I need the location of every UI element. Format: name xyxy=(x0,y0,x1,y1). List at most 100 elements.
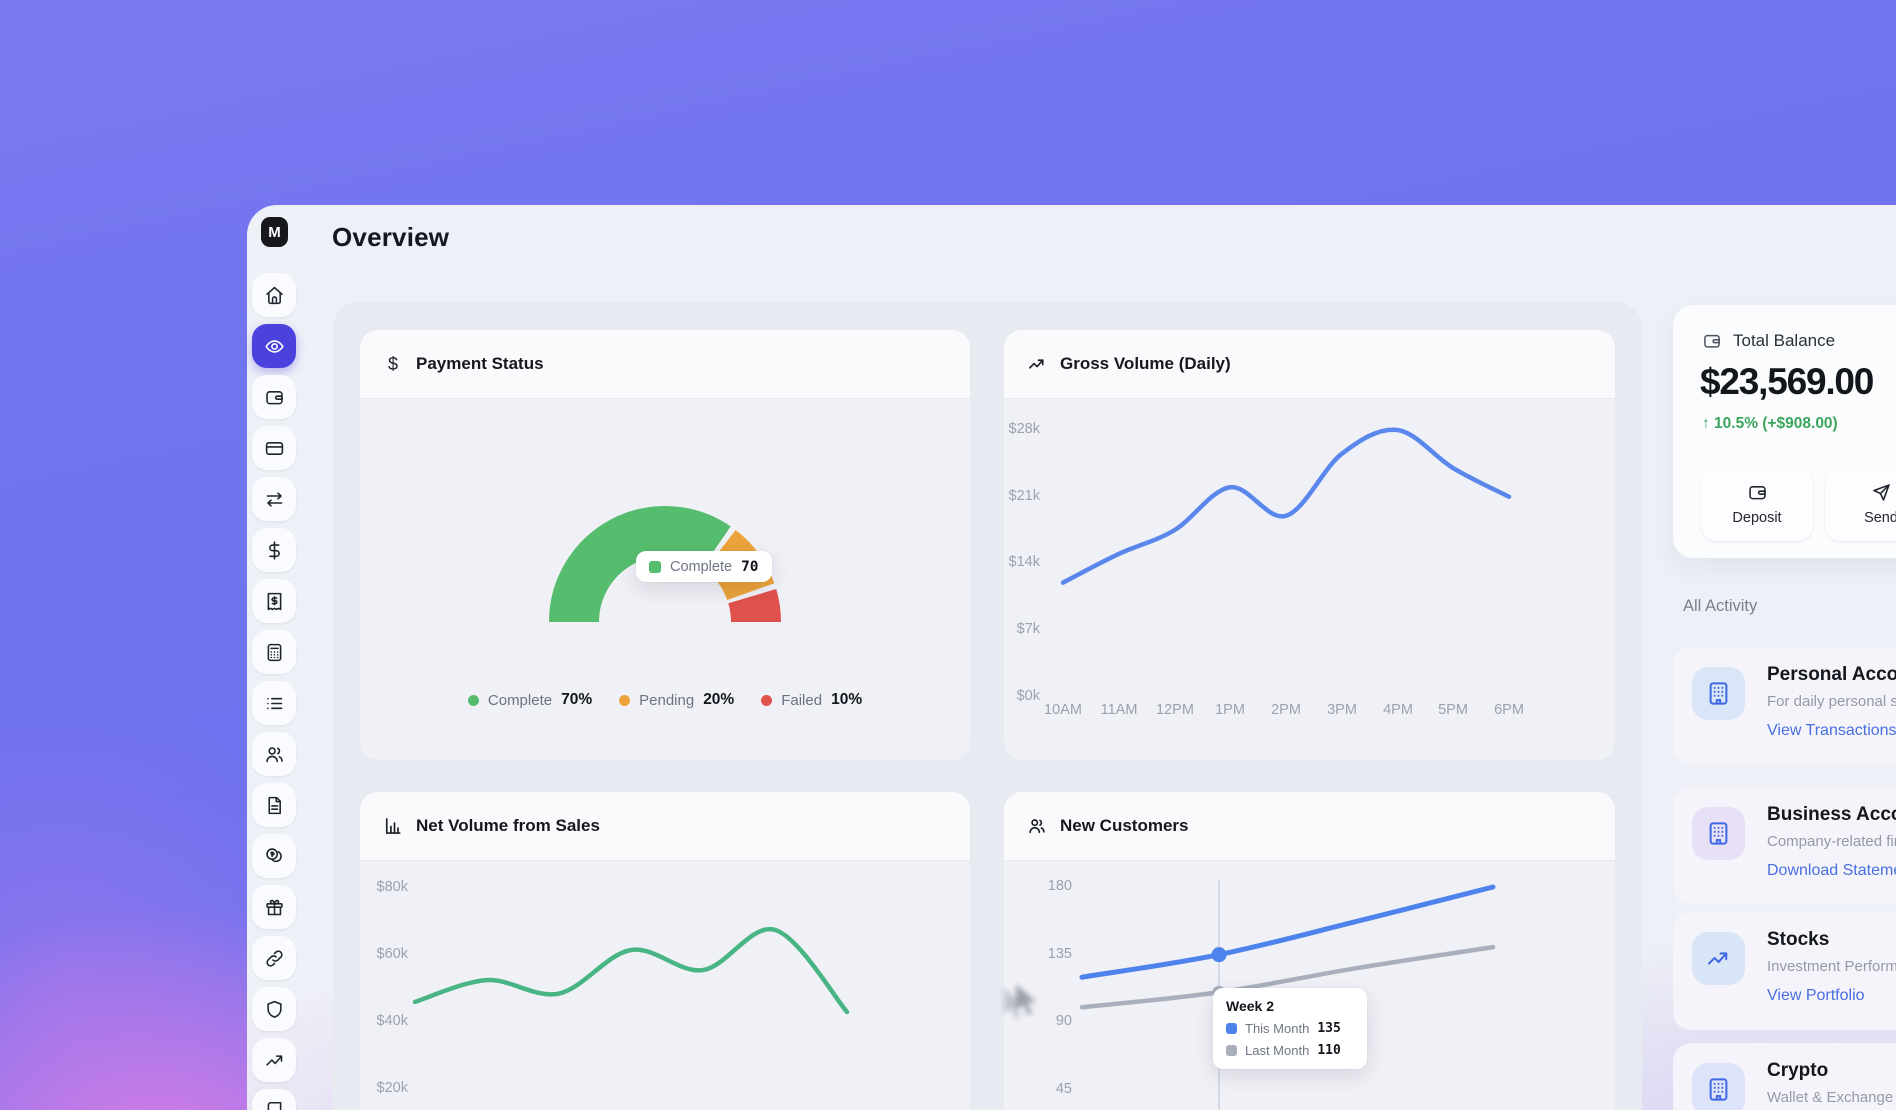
payment-legend: Complete 70% Pending 20% Failed 10% xyxy=(360,691,970,709)
trending-up-icon xyxy=(265,1054,282,1066)
x-tick: 5PM xyxy=(1438,702,1468,718)
page-title: Overview xyxy=(332,222,450,252)
app-logo[interactable]: M xyxy=(261,217,288,247)
sidebar-item-receipts[interactable] xyxy=(252,579,296,623)
send-button[interactable]: Send xyxy=(1825,467,1896,541)
activity-subtitle: For daily personal spending xyxy=(1767,693,1896,710)
x-tick: 2PM xyxy=(1271,702,1301,718)
mouse-cursor xyxy=(1004,984,1037,1019)
card-title: New Customers xyxy=(1060,816,1189,835)
activity-title: Stocks xyxy=(1767,929,1830,950)
app-logo-letter: M xyxy=(268,223,281,241)
balance-amount: $23,569.00 xyxy=(1700,361,1874,402)
x-tick: 3PM xyxy=(1327,702,1357,718)
x-tick: 4PM xyxy=(1383,702,1413,718)
trending-up-icon xyxy=(1707,952,1728,965)
card-title: Payment Status xyxy=(416,354,544,373)
sidebar-item-wallet[interactable] xyxy=(252,375,296,419)
eye-icon xyxy=(264,339,284,353)
sidebar-item-analytics[interactable] xyxy=(252,1038,296,1082)
activity-item-stocks[interactable]: Stocks Investment Performance View Portf… xyxy=(1673,912,1896,1030)
tooltip-value: 110 xyxy=(1317,1043,1341,1058)
building-icon xyxy=(1709,1078,1728,1101)
y-tick: $40k xyxy=(376,1013,408,1029)
coins-icon xyxy=(265,847,282,862)
activity-title: Crypto xyxy=(1767,1060,1829,1081)
all-activity-heading: All Activity xyxy=(1683,597,1758,615)
net-volume-header: Net Volume from Sales xyxy=(360,792,970,861)
balance-label: Total Balance xyxy=(1733,331,1836,350)
sidebar-item-coins[interactable] xyxy=(252,834,296,878)
sidebar-item-docs[interactable] xyxy=(252,1089,296,1110)
send-label: Send xyxy=(1864,510,1896,526)
tooltip-swatch xyxy=(1226,1045,1237,1056)
tooltip-label: This Month xyxy=(1245,1021,1310,1036)
x-tick: 11AM xyxy=(1100,702,1138,718)
users-icon xyxy=(265,746,283,762)
y-tick: $80k xyxy=(376,879,408,895)
sidebar-item-home[interactable] xyxy=(252,273,296,317)
deposit-label: Deposit xyxy=(1732,510,1782,526)
tooltip-swatch xyxy=(649,560,661,573)
shield-icon xyxy=(266,1000,282,1018)
new-customers-header: New Customers xyxy=(1004,792,1615,861)
tooltip-title: Week 2 xyxy=(1226,998,1274,1014)
balance-change: ↑ 10.5% (+$908.00) xyxy=(1702,415,1838,432)
activity-item-crypto[interactable]: Crypto Wallet & Exchange xyxy=(1673,1043,1896,1110)
y-tick: $14k xyxy=(1008,554,1040,570)
send-icon xyxy=(1872,484,1890,501)
sidebar-item-overview[interactable] xyxy=(252,324,296,368)
sidebar-item-calculator[interactable] xyxy=(252,630,296,674)
legend-dot xyxy=(761,694,773,706)
net-volume-card: Net Volume from Sales xyxy=(360,792,970,1110)
sidebar-item-customers[interactable] xyxy=(252,732,296,776)
total-balance-card: Total Balance $23,569.00 ↑ 10.5% (+$908.… xyxy=(1673,305,1896,558)
sidebar-item-transfers[interactable] xyxy=(252,477,296,521)
dollar-icon xyxy=(268,540,280,560)
trending-up-icon xyxy=(1027,354,1047,374)
sidebar-item-links[interactable] xyxy=(252,936,296,980)
y-tick: $7k xyxy=(1016,621,1040,637)
sidebar-item-rewards[interactable] xyxy=(252,885,296,929)
legend-value: 20% xyxy=(703,691,735,708)
activity-title: Personal Account xyxy=(1767,664,1896,685)
y-tick: 135 xyxy=(1047,946,1072,962)
legend-complete: Complete 70% xyxy=(467,691,593,709)
card-title: Net Volume from Sales xyxy=(416,816,600,835)
activity-item-personal[interactable]: Personal Account For daily personal spen… xyxy=(1673,647,1896,764)
sidebar-item-documents[interactable] xyxy=(252,783,296,827)
view-portfolio-link[interactable]: View Portfolio xyxy=(1767,987,1865,1004)
gross-volume-header: Gross Volume (Daily) xyxy=(1004,330,1615,399)
sidebar-item-list[interactable] xyxy=(252,681,296,725)
y-tick: $21k xyxy=(1008,488,1040,504)
gift-icon xyxy=(265,899,283,915)
view-transactions-link[interactable]: View Transactions xyxy=(1767,722,1896,739)
legend-value: 70% xyxy=(561,691,593,708)
tooltip-swatch xyxy=(1226,1023,1237,1034)
list-icon xyxy=(266,697,282,709)
sidebar-item-security[interactable] xyxy=(252,987,296,1031)
book-icon xyxy=(267,1101,281,1110)
deposit-button[interactable]: Deposit xyxy=(1701,467,1813,541)
activity-item-business[interactable]: Business Account Company-related finance… xyxy=(1673,787,1896,904)
x-tick: 6PM xyxy=(1494,702,1524,718)
calculator-icon xyxy=(267,643,281,661)
sidebar-item-payments[interactable] xyxy=(252,528,296,572)
legend-value: 10% xyxy=(831,691,863,708)
y-tick: $20k xyxy=(376,1080,408,1096)
y-tick: 180 xyxy=(1047,878,1072,894)
tooltip-value: 135 xyxy=(1317,1021,1341,1036)
sidebar-item-cards[interactable] xyxy=(252,426,296,470)
activity-title: Business Account xyxy=(1767,804,1896,825)
activity-subtitle: Company-related finances xyxy=(1767,833,1896,850)
tooltip-value: 70 xyxy=(741,558,759,575)
home-icon xyxy=(265,286,283,304)
gross-volume-card: Gross Volume (Daily) xyxy=(1004,330,1615,760)
gauge-tooltip: Complete 70 xyxy=(636,551,772,582)
x-tick: 10AM xyxy=(1044,702,1082,718)
building-icon xyxy=(1709,822,1728,845)
x-tick: 1PM xyxy=(1215,702,1245,718)
download-statements-link[interactable]: Download Statements xyxy=(1767,862,1896,879)
link-icon xyxy=(265,949,283,967)
file-text-icon xyxy=(267,796,281,814)
